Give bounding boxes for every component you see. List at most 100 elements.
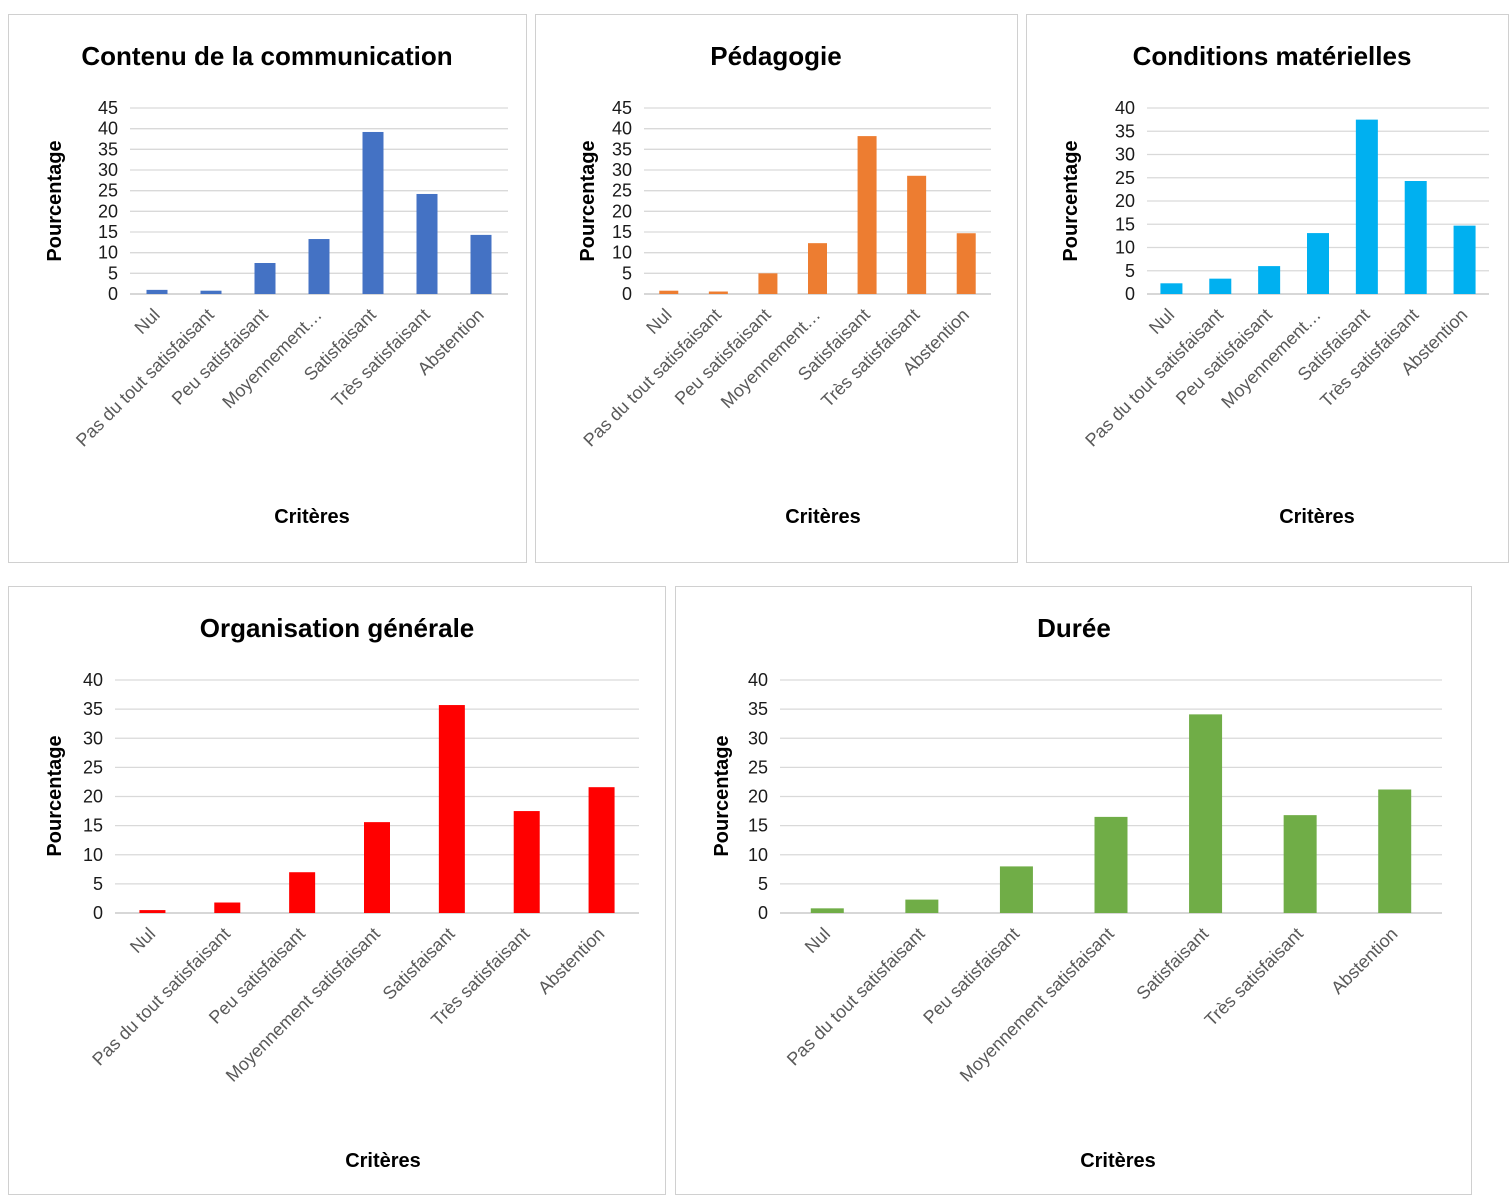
bar: [470, 234, 492, 294]
chart-panel-conditions: Conditions matérielles 0 5 10 15 20 25 30 35 40 Nu…: [1026, 14, 1509, 563]
y-tick-label: 15: [98, 222, 118, 242]
y-tick-label: 10: [612, 243, 632, 263]
x-tick-label: Peu satisfaisant: [168, 305, 272, 409]
y-tick-label: 35: [98, 139, 118, 159]
y-tick-label: 30: [612, 160, 632, 180]
bar: [1094, 816, 1128, 913]
y-tick-label: 5: [108, 263, 118, 283]
bar: [588, 787, 615, 913]
chart-svg: Organisation générale 0 5 10 15 20 25 30 35 40 Nul…: [44, 613, 639, 1172]
bar: [214, 902, 241, 913]
y-tick-label: 25: [98, 181, 118, 201]
bar: [907, 175, 927, 294]
chart-title: Organisation générale: [200, 613, 475, 643]
x-tick-label: Abstention: [534, 924, 608, 998]
y-tick-label: 5: [758, 874, 768, 894]
y-axis-title: Pourcentage: [1060, 140, 1082, 261]
y-tick-label: 25: [1115, 168, 1135, 188]
x-tick-label: Très satisfaisant: [327, 305, 433, 411]
y-tick-label: 40: [98, 119, 118, 139]
bar: [200, 290, 222, 294]
y-tick-label: 30: [748, 728, 768, 748]
y-tick-label: 20: [98, 201, 118, 221]
bar: [308, 239, 330, 294]
y-tick-label: 35: [1115, 121, 1135, 141]
y-tick-label: 30: [83, 728, 103, 748]
bar: [708, 291, 728, 294]
y-tick-label: 10: [83, 845, 103, 865]
y-tick-label: 15: [748, 816, 768, 836]
bar: [956, 233, 976, 294]
x-tick-label: Nul: [1145, 305, 1178, 338]
y-axis-title: Pourcentage: [44, 735, 66, 856]
y-tick-label: 10: [98, 243, 118, 263]
y-axis-title: Pourcentage: [711, 735, 733, 856]
x-tick-label: Abstention: [1327, 924, 1401, 998]
y-tick-label: 30: [98, 160, 118, 180]
y-axis-title: Pourcentage: [577, 140, 599, 261]
chart-panel-contenu: Contenu de la communication 0 5 10 15 20 25 30 3…: [8, 14, 527, 563]
chart-panel-pedagogie: Pédagogie 0 5 10 15 20 25 30 35 40 45 Nul Pas du tou…: [535, 14, 1018, 563]
y-tick-label: 0: [622, 284, 632, 304]
x-axis-title: Critères: [274, 506, 350, 528]
chart-svg: Contenu de la communication 0510152025303…: [44, 41, 508, 528]
y-tick-label: 15: [83, 816, 103, 836]
bar: [362, 131, 384, 294]
bar: [146, 289, 168, 294]
y-tick-label: 0: [1125, 284, 1135, 304]
x-axis-title: Critères: [785, 506, 861, 528]
x-tick-label: Nul: [801, 924, 834, 957]
x-tick-label: Satisfaisant: [1132, 924, 1212, 1004]
y-tick-label: 35: [612, 139, 632, 159]
bar: [1307, 233, 1329, 294]
bar: [1283, 815, 1317, 913]
y-tick-label: 25: [748, 757, 768, 777]
bar: [1404, 181, 1427, 294]
y-tick-label: 45: [612, 98, 632, 118]
bar: [808, 243, 827, 294]
x-tick-label: Satisfaisant: [379, 924, 459, 1004]
y-tick-label: 40: [748, 670, 768, 690]
bar: [1378, 789, 1412, 913]
y-tick-label: 10: [1115, 238, 1135, 258]
bar: [857, 136, 877, 294]
y-tick-label: 0: [93, 903, 103, 923]
bar: [999, 866, 1033, 913]
x-tick-label: Moyennement satisfaisant: [956, 924, 1118, 1086]
bar: [139, 910, 166, 913]
bar: [1453, 225, 1476, 294]
chart-panel-duree: Durée 0 5 10 15 20 25 30 35 40 Nul Pas du tout sati…: [675, 586, 1472, 1195]
y-tick-label: 0: [758, 903, 768, 923]
bar: [364, 822, 390, 913]
bar: [438, 705, 465, 913]
chart-title: Pédagogie: [710, 41, 841, 71]
bar: [659, 290, 679, 294]
bar: [810, 908, 844, 913]
x-axis-title: Critères: [1080, 1150, 1156, 1172]
bar: [1189, 714, 1223, 913]
bar: [758, 273, 778, 294]
chart-title: Conditions matérielles: [1133, 41, 1412, 71]
x-tick-label: Nul: [642, 305, 675, 338]
y-tick-label: 35: [748, 699, 768, 719]
bar: [289, 872, 316, 913]
x-tick-label: Nul: [131, 305, 164, 338]
x-tick-label: Peu satisfaisant: [919, 924, 1023, 1028]
y-tick-label: 30: [1115, 145, 1135, 165]
x-tick-label: Moyennement…: [218, 305, 326, 413]
y-tick-label: 0: [108, 284, 118, 304]
bar: [1209, 278, 1232, 294]
x-tick-label: Moyennement satisfaisant: [222, 924, 384, 1086]
y-tick-label: 20: [748, 787, 768, 807]
bar: [1258, 266, 1281, 294]
chart-title: Contenu de la communication: [81, 41, 452, 71]
bar: [513, 811, 540, 913]
chart-svg: Conditions matérielles 0 5 10 15 20 25 30 35 40 Nu…: [1060, 41, 1489, 528]
bar: [1160, 283, 1183, 294]
y-tick-label: 10: [748, 845, 768, 865]
y-tick-label: 15: [1115, 214, 1135, 234]
y-tick-label: 35: [83, 699, 103, 719]
y-tick-label: 5: [622, 263, 632, 283]
